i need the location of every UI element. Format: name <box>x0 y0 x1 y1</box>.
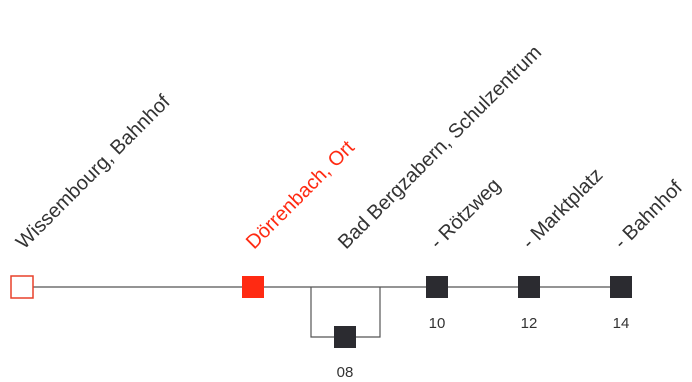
stop-number-branch: 08 <box>337 364 354 381</box>
stop-label-origin: Wissembourg, Bahnhof <box>12 91 175 254</box>
stop-label-bahnhof: - Bahnhof <box>610 176 687 253</box>
stop-number-marktplatz: 12 <box>521 315 538 332</box>
stop-label-marktplatz: - Marktplatz <box>518 164 607 253</box>
stop-marker-roetzweg <box>426 276 448 298</box>
stop-marker-current <box>242 276 264 298</box>
stop-label-roetzweg: - Rötzweg <box>426 174 505 253</box>
stop-marker-branch <box>334 326 356 348</box>
stop-marker-origin <box>10 275 34 299</box>
stop-marker-marktplatz <box>518 276 540 298</box>
stop-number-bahnhof: 14 <box>613 315 630 332</box>
stop-number-roetzweg: 10 <box>429 315 446 332</box>
stop-marker-bahnhof <box>610 276 632 298</box>
stop-label-branch: Bad Bergzabern, Schulzentrum <box>334 41 546 253</box>
